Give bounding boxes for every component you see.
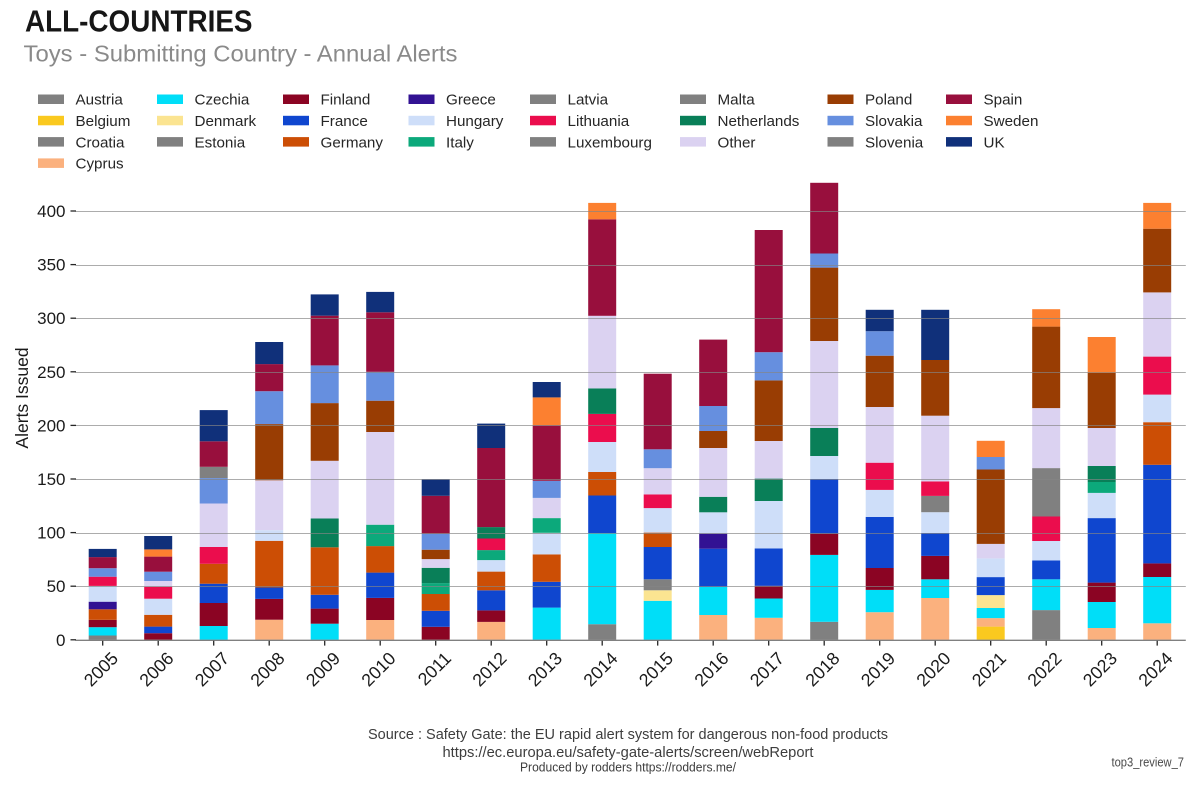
svg-text:Estonia: Estonia <box>195 134 246 151</box>
svg-text:Belgium: Belgium <box>76 113 131 130</box>
svg-text:https://ec.europa.eu/safety-ga: https://ec.europa.eu/safety-gate-alerts/… <box>443 744 815 761</box>
svg-text:400: 400 <box>37 202 65 221</box>
svg-text:Germany: Germany <box>321 134 384 151</box>
svg-text:Toys - Submitting Country - An: Toys - Submitting Country - Annual Alert… <box>24 41 458 67</box>
svg-text:Lithuania: Lithuania <box>568 113 630 130</box>
svg-text:Cyprus: Cyprus <box>76 156 125 173</box>
svg-text:Source : Safety Gate: the EU r: Source : Safety Gate: the EU rapid alert… <box>368 726 888 743</box>
svg-text:Luxembourg: Luxembourg <box>568 134 652 151</box>
svg-text:Slovakia: Slovakia <box>865 113 923 130</box>
svg-text:Hungary: Hungary <box>446 113 504 130</box>
svg-text:Sweden: Sweden <box>984 113 1039 130</box>
svg-text:UK: UK <box>984 134 1005 151</box>
svg-text:Italy: Italy <box>446 134 474 151</box>
svg-text:Malta: Malta <box>718 92 756 109</box>
svg-text:350: 350 <box>37 256 65 275</box>
svg-text:France: France <box>321 113 368 130</box>
svg-text:Alerts Issued: Alerts Issued <box>12 347 32 448</box>
svg-text:ALL-COUNTRIES: ALL-COUNTRIES <box>25 4 253 39</box>
svg-text:100: 100 <box>37 524 65 543</box>
svg-text:Spain: Spain <box>984 92 1023 109</box>
svg-text:Croatia: Croatia <box>76 134 126 151</box>
svg-text:50: 50 <box>47 577 66 596</box>
svg-text:Austria: Austria <box>76 92 124 109</box>
svg-text:Latvia: Latvia <box>568 92 609 109</box>
svg-text:Produced by rodders https://ro: Produced by rodders https://rodders.me/ <box>520 760 736 774</box>
svg-text:Other: Other <box>718 134 756 151</box>
svg-text:Poland: Poland <box>865 92 912 109</box>
svg-text:Denmark: Denmark <box>195 113 257 130</box>
svg-text:0: 0 <box>56 631 65 650</box>
svg-text:300: 300 <box>37 309 65 328</box>
svg-text:Greece: Greece <box>446 92 496 109</box>
svg-text:Finland: Finland <box>321 92 371 109</box>
svg-text:top3_review_7: top3_review_7 <box>1112 756 1185 770</box>
svg-text:250: 250 <box>37 363 65 382</box>
svg-text:150: 150 <box>37 470 65 489</box>
svg-text:Netherlands: Netherlands <box>718 113 800 130</box>
svg-text:Slovenia: Slovenia <box>865 134 924 151</box>
svg-text:200: 200 <box>37 416 65 435</box>
svg-text:Czechia: Czechia <box>195 92 250 109</box>
